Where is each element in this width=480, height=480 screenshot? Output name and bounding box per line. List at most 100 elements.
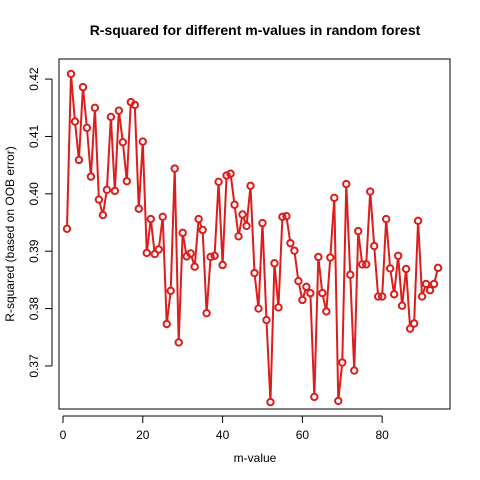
series-line-segment	[345, 187, 352, 272]
data-point	[98, 210, 108, 220]
data-point	[82, 123, 92, 133]
series-line-segment	[433, 270, 439, 282]
data-point	[318, 288, 327, 298]
series-line-segment	[353, 234, 360, 368]
data-point	[154, 245, 163, 254]
series-line-segment	[285, 219, 291, 241]
data-point	[226, 169, 235, 178]
data-point	[413, 216, 423, 226]
data-point	[334, 396, 343, 406]
x-tick-label: 20	[136, 428, 150, 442]
data-point	[106, 112, 116, 122]
data-point	[174, 338, 183, 347]
data-point	[178, 228, 187, 238]
data-point	[70, 117, 80, 126]
series-line-segment	[137, 144, 144, 206]
data-point	[397, 301, 407, 310]
series-line-segment	[253, 276, 260, 306]
data-point	[150, 249, 159, 259]
series-line-segment	[238, 217, 243, 234]
data-point	[366, 187, 375, 196]
data-point	[210, 251, 219, 261]
series-line-segment	[98, 202, 104, 213]
series-line-segment	[302, 289, 307, 298]
data-point	[389, 290, 399, 299]
data-point	[417, 292, 427, 301]
series-line-segment	[249, 188, 256, 270]
series-line-segment	[322, 296, 327, 309]
series-line-segment	[325, 260, 332, 309]
data-point	[138, 137, 147, 146]
plot-frame	[58, 58, 451, 410]
data-point	[66, 69, 76, 79]
series-line-segment	[94, 110, 100, 197]
series-line-segment	[78, 90, 84, 157]
series-line-segment	[397, 258, 403, 303]
data-point	[78, 82, 88, 92]
data-point	[306, 288, 315, 298]
data-point	[74, 155, 84, 165]
series-line-segment	[381, 222, 387, 294]
data-point	[194, 214, 203, 224]
data-point	[262, 315, 271, 325]
series-line-segment	[373, 249, 379, 294]
data-point	[190, 262, 199, 271]
data-point	[290, 246, 299, 255]
data-point	[90, 103, 100, 112]
series-line-segment	[201, 233, 208, 311]
series-line-segment	[341, 187, 348, 360]
series-line-segment	[389, 271, 395, 292]
x-tick-label: 0	[60, 428, 67, 442]
y-axis: 0.37 0.38 0.39 0.40 0.41 0.42	[27, 67, 53, 378]
series-line-segment	[122, 145, 128, 179]
data-point	[142, 248, 151, 258]
series-line-segment	[422, 286, 427, 294]
series-line-segment	[313, 260, 320, 394]
data-point	[166, 286, 175, 296]
data-point	[222, 171, 231, 180]
series-line-segment	[221, 178, 228, 262]
y-axis-label: R-squared (based on OOB error)	[3, 146, 17, 321]
series-line-segment	[365, 194, 372, 262]
y-tick-label: 0.37	[27, 354, 41, 378]
data-point	[310, 392, 319, 402]
series-line-segment	[257, 226, 264, 306]
series-line-segment	[114, 113, 120, 188]
series-line-segment	[233, 207, 240, 234]
data-point	[170, 164, 179, 173]
data-point	[354, 226, 363, 236]
data-point	[322, 307, 331, 316]
data-point	[326, 253, 335, 262]
data-point	[342, 179, 351, 189]
data-point	[425, 286, 435, 295]
series-line-segment	[66, 77, 72, 226]
data-point	[234, 232, 243, 241]
x-tick-label: 40	[216, 428, 230, 442]
series-line-segment	[261, 226, 268, 317]
data-point	[198, 225, 207, 235]
data-point	[110, 186, 120, 196]
series-line-segment	[229, 176, 236, 202]
data-point	[94, 195, 104, 204]
x-axis: 0 20 40 60 80	[60, 415, 389, 442]
data-point	[278, 212, 287, 221]
data-point	[385, 264, 395, 273]
data-point	[338, 358, 347, 367]
series-line-segment	[125, 105, 132, 179]
data-point	[381, 214, 391, 224]
data-point	[302, 282, 311, 291]
data-point	[102, 185, 112, 195]
series-line-segment	[405, 272, 411, 326]
data-point	[238, 210, 247, 219]
series-line-segment	[417, 223, 423, 294]
data-point	[254, 304, 263, 313]
data-point	[214, 177, 223, 186]
y-tick-label: 0.41	[27, 124, 41, 148]
data-point	[158, 212, 167, 221]
series-line-segment	[70, 77, 76, 119]
data-point	[250, 268, 259, 278]
series-line-segment	[333, 201, 340, 398]
data-point	[146, 214, 155, 224]
series-line-segment	[169, 171, 176, 288]
series-line-segment	[273, 266, 280, 305]
